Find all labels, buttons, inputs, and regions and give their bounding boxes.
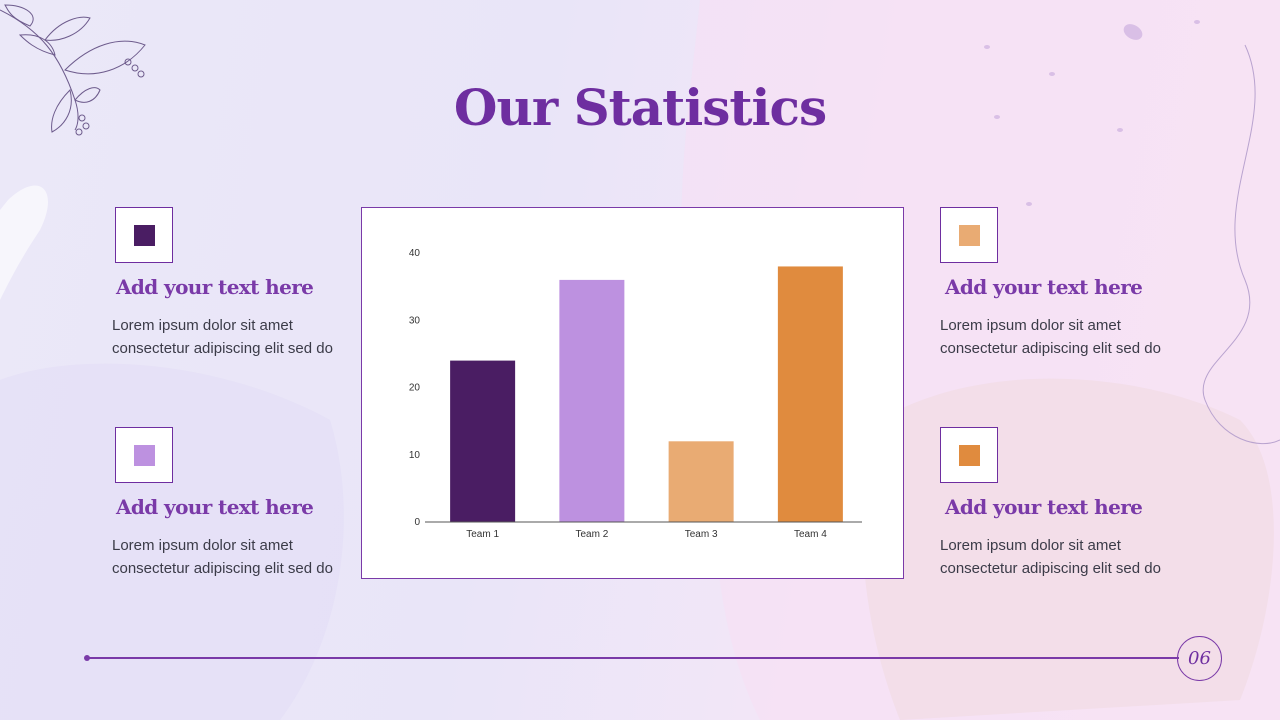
card-body-line: Lorem ipsum dolor sit amet [112, 317, 293, 334]
x-tick-label: Team 2 [575, 529, 608, 540]
x-tick-label: Team 4 [794, 529, 827, 540]
bar-team-3 [668, 441, 734, 522]
swatch-frame [940, 427, 998, 483]
bar-chart: 0 10 20 30 40 Team 1 Team 2 Team 3 Team 4 [409, 248, 862, 540]
swatch-frame [115, 207, 173, 263]
swatch-frame [115, 427, 173, 483]
page-number: 06 [1177, 636, 1222, 681]
y-tick-label: 30 [409, 315, 421, 326]
card-heading: Add your text here [116, 495, 314, 519]
y-tick-label: 20 [409, 383, 421, 394]
slide-title: Our Statistics [453, 78, 827, 137]
bar-team-2 [559, 279, 625, 522]
swatch-frame [940, 207, 998, 263]
card-body: Lorem ipsum dolor sit amet consectetur a… [112, 314, 352, 360]
footer-dot [84, 655, 90, 661]
y-tick-label: 10 [409, 450, 421, 461]
x-tick-label: Team 1 [466, 529, 499, 540]
color-swatch [959, 225, 980, 246]
card-body-line: consectetur adipiscing elit sed do [112, 340, 333, 357]
card-body-line: Lorem ipsum dolor sit amet [940, 537, 1121, 554]
card-body-line: consectetur adipiscing elit sed do [940, 560, 1161, 577]
card-body-line: consectetur adipiscing elit sed do [940, 340, 1161, 357]
footer-divider [86, 657, 1179, 659]
card-body: Lorem ipsum dolor sit amet consectetur a… [112, 534, 352, 580]
card-body: Lorem ipsum dolor sit amet consectetur a… [940, 314, 1180, 360]
card-body-line: consectetur adipiscing elit sed do [112, 560, 333, 577]
card-body: Lorem ipsum dolor sit amet consectetur a… [940, 534, 1180, 580]
card-body-line: Lorem ipsum dolor sit amet [112, 537, 293, 554]
color-swatch [134, 225, 155, 246]
y-tick-label: 0 [414, 517, 420, 528]
chart-frame: 0 10 20 30 40 Team 1 Team 2 Team 3 Team 4 [361, 207, 904, 579]
bar-team-4 [777, 266, 843, 522]
card-heading: Add your text here [945, 495, 1143, 519]
color-swatch [959, 445, 980, 466]
color-swatch [134, 445, 155, 466]
bar-team-1 [450, 360, 516, 522]
y-tick-label: 40 [409, 248, 421, 259]
card-heading: Add your text here [945, 275, 1143, 299]
card-heading: Add your text here [116, 275, 314, 299]
x-tick-label: Team 3 [685, 529, 718, 540]
card-body-line: Lorem ipsum dolor sit amet [940, 317, 1121, 334]
